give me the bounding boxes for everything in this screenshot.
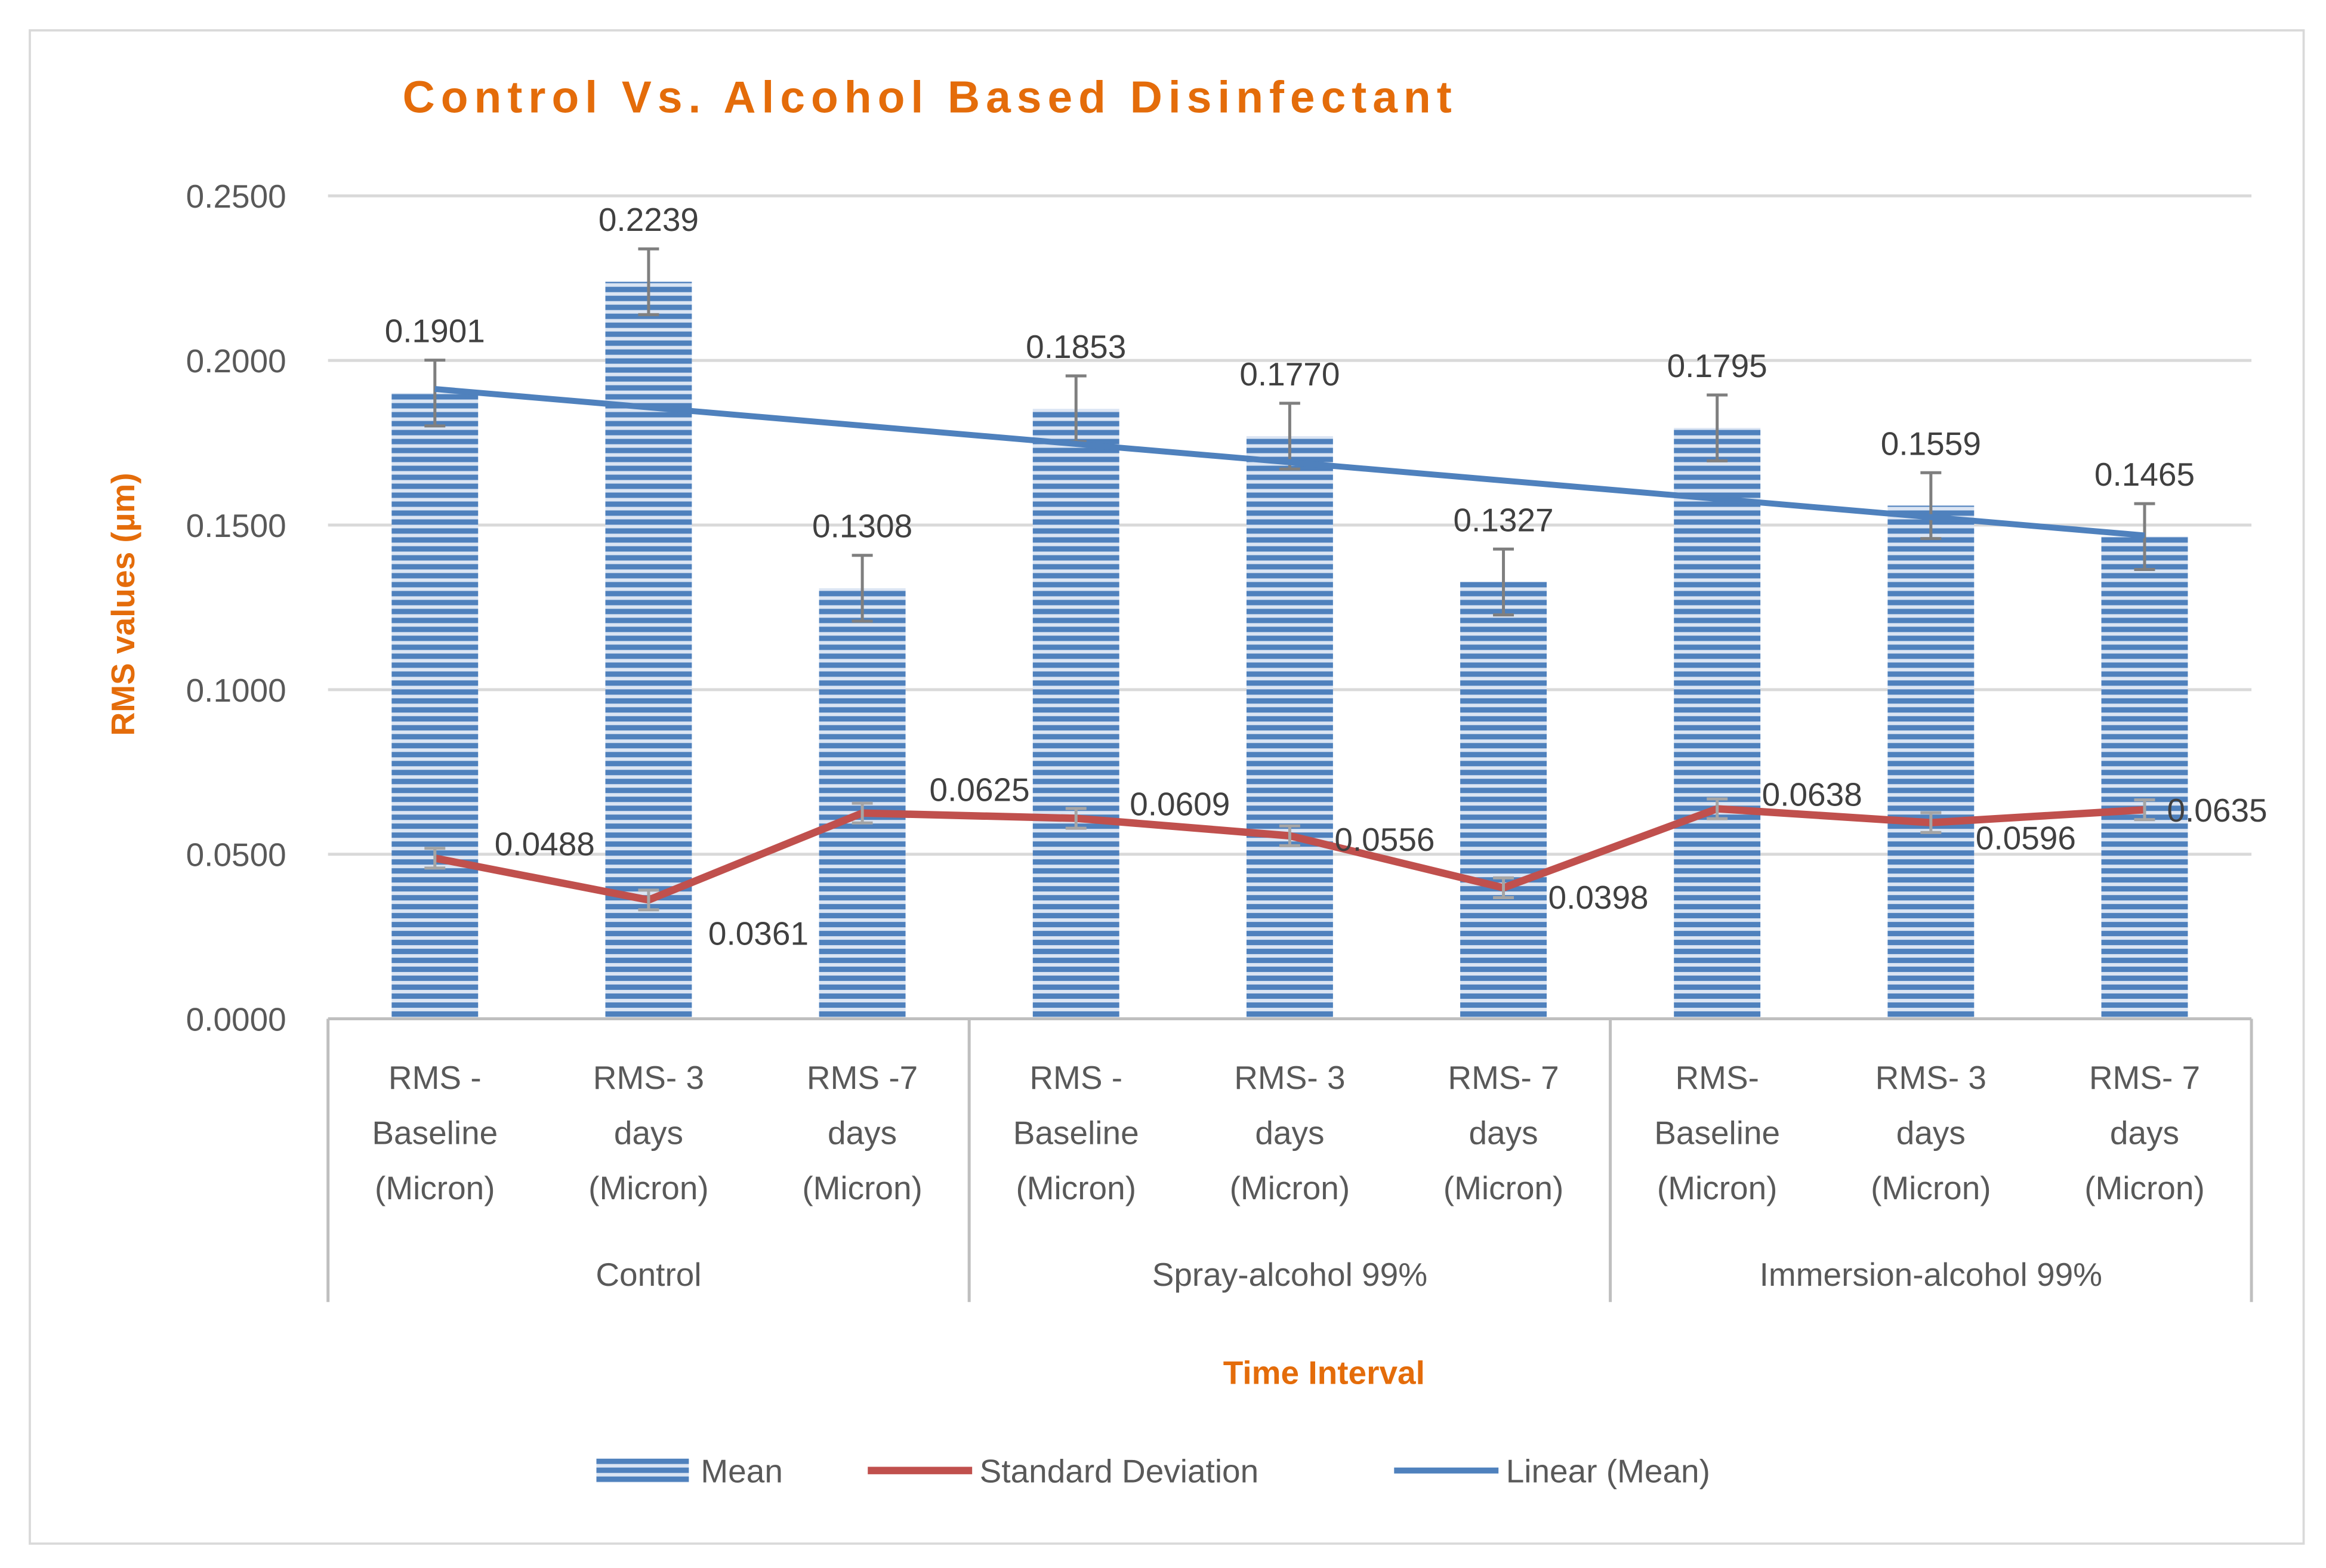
x-tick-label: RMS- 7 — [2089, 1059, 2200, 1096]
data-label-sd: 0.0398 — [1548, 879, 1649, 916]
y-tick-label: 0.2000 — [186, 342, 286, 379]
x-tick-label: (Micron) — [1443, 1169, 1564, 1206]
x-tick-label: (Micron) — [2084, 1169, 2205, 1206]
data-label-mean: 0.1327 — [1453, 501, 1553, 538]
data-label-sd: 0.0361 — [708, 915, 809, 952]
x-tick-label: (Micron) — [375, 1169, 495, 1206]
y-tick-label: 0.0000 — [186, 1001, 286, 1038]
x-tick-label: Baseline — [1654, 1114, 1780, 1151]
bar-mean — [2101, 536, 2188, 1019]
data-label-mean: 0.1901 — [385, 313, 485, 350]
x-tick-label: RMS - — [388, 1059, 482, 1096]
data-label-mean: 0.1853 — [1026, 328, 1126, 365]
x-tick-label: RMS- 3 — [1234, 1059, 1345, 1096]
data-label-sd: 0.0609 — [1130, 786, 1230, 823]
x-tick-label: (Micron) — [802, 1169, 923, 1206]
bar-mean — [1674, 428, 1761, 1019]
x-tick-label: Baseline — [1013, 1114, 1139, 1151]
y-tick-label: 0.2500 — [186, 178, 286, 215]
group-label: Control — [596, 1256, 701, 1293]
bar-mean — [1887, 505, 1975, 1019]
data-label-mean: 0.2239 — [599, 201, 699, 238]
group-label: Spray-alcohol 99% — [1152, 1256, 1427, 1293]
legend-mean-label: Mean — [701, 1453, 783, 1490]
y-axis-title: RMS values (µm) — [104, 473, 141, 736]
y-tick-label: 0.1500 — [186, 507, 286, 544]
data-label-sd: 0.0556 — [1334, 821, 1435, 858]
data-label-sd: 0.0635 — [2167, 792, 2267, 829]
x-tick-label: RMS- 3 — [1875, 1059, 1986, 1096]
x-tick-label: days — [1469, 1114, 1538, 1151]
x-tick-label: (Micron) — [588, 1169, 709, 1206]
x-tick-label: Baseline — [372, 1114, 498, 1151]
bar-mean — [391, 393, 479, 1019]
x-tick-label: days — [614, 1114, 683, 1151]
data-label-sd: 0.0638 — [1762, 776, 1862, 813]
data-label-mean: 0.1465 — [2094, 456, 2195, 493]
legend: Mean Standard Deviation Linear (Mean) — [596, 1453, 1710, 1490]
x-tick-label: (Micron) — [1230, 1169, 1350, 1206]
bar-mean — [1032, 409, 1119, 1019]
x-tick-label: (Micron) — [1016, 1169, 1136, 1206]
bar-mean — [1246, 436, 1333, 1019]
data-label-sd: 0.0488 — [495, 825, 595, 862]
x-tick-label: RMS- 7 — [1448, 1059, 1559, 1096]
data-label-mean: 0.1559 — [1881, 425, 1981, 462]
y-tick-label: 0.0500 — [186, 837, 286, 873]
y-tick-label: 0.1000 — [186, 672, 286, 709]
legend-sd-label: Standard Deviation — [980, 1453, 1259, 1490]
data-label-mean: 0.1308 — [812, 508, 912, 545]
x-axis-title: Time Interval — [1223, 1354, 1425, 1391]
x-tick-label: RMS -7 — [807, 1059, 918, 1096]
group-label: Immersion-alcohol 99% — [1760, 1256, 2102, 1293]
x-tick-label: RMS- — [1675, 1059, 1759, 1096]
chart-title: Control Vs. Alcohol Based Disinfectant — [403, 72, 1458, 122]
x-tick-label: RMS - — [1029, 1059, 1122, 1096]
data-label-mean: 0.1770 — [1239, 356, 1340, 393]
data-label-mean: 0.1795 — [1667, 347, 1767, 384]
x-tick-label: (Micron) — [1871, 1169, 1991, 1206]
x-tick-label: days — [828, 1114, 897, 1151]
legend-mean-swatch — [596, 1458, 689, 1483]
data-label-sd: 0.0625 — [930, 771, 1030, 808]
x-tick-label: days — [1896, 1114, 1966, 1151]
bar-mean — [1460, 582, 1547, 1019]
trendline-mean — [434, 386, 2145, 539]
x-tick-label: days — [2110, 1114, 2179, 1151]
x-tick-label: RMS- 3 — [593, 1059, 704, 1096]
x-tick-label: (Micron) — [1657, 1169, 1778, 1206]
legend-trend-label: Linear (Mean) — [1506, 1453, 1710, 1490]
data-label-sd: 0.0596 — [1976, 820, 2076, 857]
x-tick-label: days — [1255, 1114, 1324, 1151]
